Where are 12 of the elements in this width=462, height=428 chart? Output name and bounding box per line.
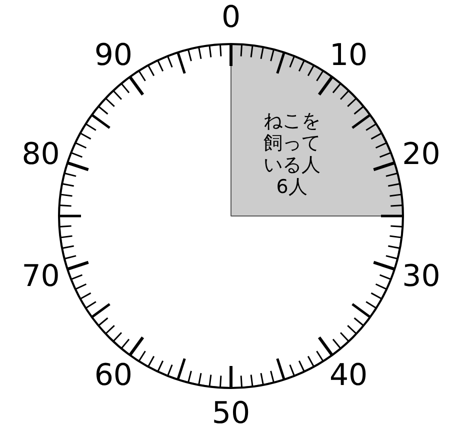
text: 10 — [329, 38, 368, 73]
text: 50 — [212, 396, 250, 428]
slice-label: ねこを飼っている人 — [263, 110, 320, 176]
text: 20 — [402, 136, 440, 172]
text: 90 — [94, 38, 133, 73]
text: 80 — [22, 136, 60, 172]
text: 30 — [402, 259, 440, 294]
data-label: 6人 — [276, 176, 308, 198]
text: 40 — [329, 358, 368, 394]
text: 70 — [22, 259, 60, 294]
text: 0 — [221, 0, 241, 35]
text: 60 — [94, 358, 133, 394]
